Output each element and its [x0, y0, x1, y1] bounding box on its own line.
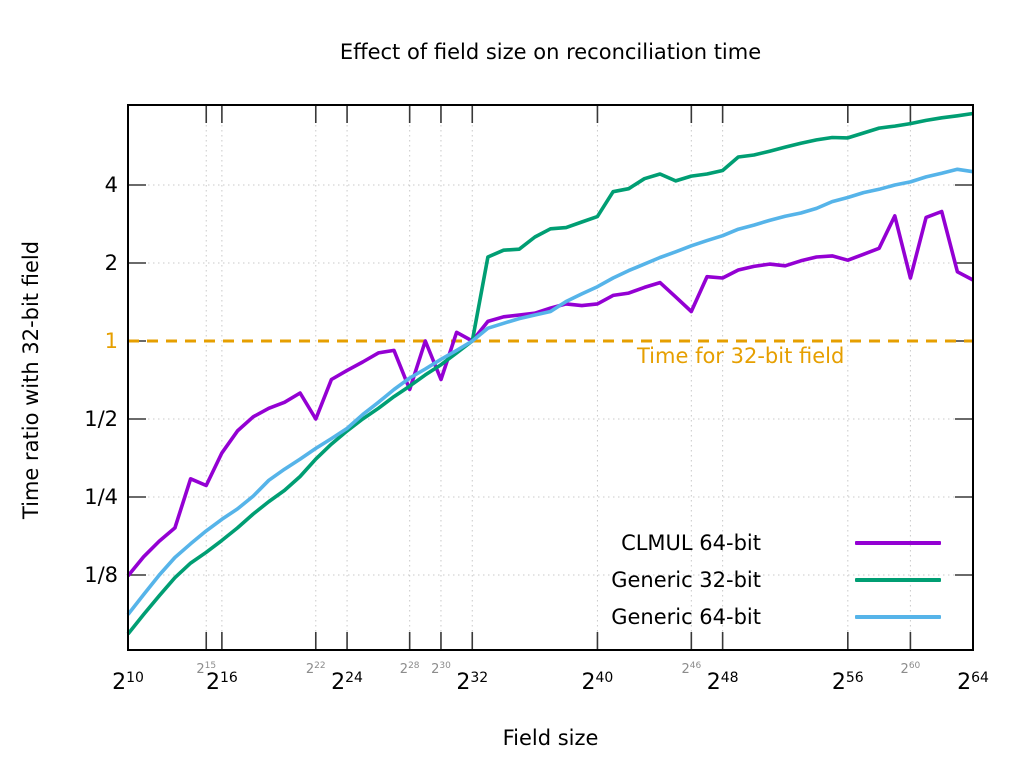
legend-label-generic-64-bit: Generic 64-bit [611, 605, 761, 629]
legend-row: Generic 64-bit [611, 604, 942, 630]
legend-sample-line [855, 541, 941, 545]
x-minor-tick-label: 246 [681, 661, 702, 677]
x-major-tick-label: 232 [456, 670, 489, 695]
legend-sample-line [855, 615, 941, 619]
reference-line-annotation: Time for 32-bit field [637, 344, 845, 368]
x-axis-label: Field size [502, 726, 599, 750]
y-tick-label: 4 [104, 173, 118, 197]
x-minor-tick-label: 222 [305, 661, 326, 677]
legend-label-clmul-64-bit: CLMUL 64-bit [621, 531, 761, 555]
x-major-tick-label: 224 [331, 670, 363, 695]
y-tick-label: 1/4 [84, 485, 118, 509]
legend-row: CLMUL 64-bit [621, 530, 942, 556]
chart-title: Effect of field size on reconciliation t… [339, 40, 762, 64]
y-tick-label: 1/2 [84, 407, 118, 431]
series-line-generic-64-bit [126, 167, 974, 616]
x-major-tick-label: 216 [205, 670, 238, 695]
y-tick-label: 2 [104, 251, 118, 275]
y-axis-label: Time ratio with 32-bit field [19, 240, 43, 520]
x-major-tick-label: 248 [706, 670, 739, 695]
legend-sample-line [855, 578, 941, 582]
y-tick-label: 1/8 [84, 563, 118, 587]
x-major-tick-label: 264 [957, 670, 989, 695]
x-major-tick-label: 210 [112, 670, 144, 695]
x-minor-tick-label: 230 [431, 661, 451, 677]
series-line-generic-32-bit [126, 111, 974, 636]
x-minor-tick-label: 228 [399, 661, 420, 677]
x-major-tick-label: 240 [581, 670, 614, 695]
x-minor-tick-label: 215 [196, 661, 217, 677]
legend-row: Generic 32-bit [611, 567, 942, 593]
y-tick-label: 1 [104, 329, 118, 353]
x-minor-tick-label: 260 [900, 661, 921, 677]
plot-border [127, 104, 974, 651]
series-line-clmul-64-bit [126, 209, 974, 578]
legend-label-generic-32-bit: Generic 32-bit [611, 568, 761, 592]
x-major-tick-label: 256 [831, 670, 864, 695]
